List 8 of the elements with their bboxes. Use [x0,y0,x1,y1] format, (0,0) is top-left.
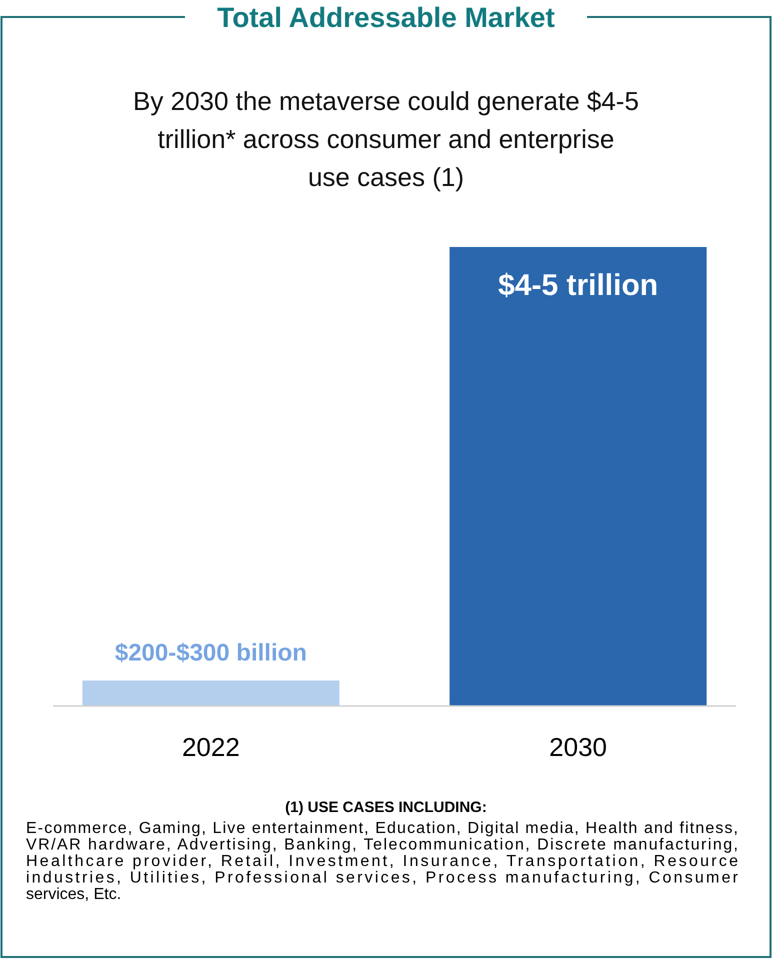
data-label: $4-5 trillion [498,269,658,302]
text: (1) USE CASES INCLUDING: [285,799,487,816]
x-tick-label: 2030 [549,732,608,762]
chart-subtitle: By 2030 the metaverse could generate $4-5 trillion* across consumer and enterprise use cases (1) [133,86,639,192]
x-tick-label: 2022 [182,732,240,762]
chart-title: Total Addressable Market [217,2,555,33]
text: E-commerce, Gaming, Live entertainment, Education, Digital media, Health and fitness, VR/AR hardware, Advertising, Banking, Telecommunication, Discrete manufacturing, Healthcare provider, Retail, Investment, Insurance, Transportation, Resource industries, Utilities, Professional services, Process manufacturing, Consumer services, Etc. [26,820,739,903]
data-label: $200-$300 billion [114,640,307,666]
